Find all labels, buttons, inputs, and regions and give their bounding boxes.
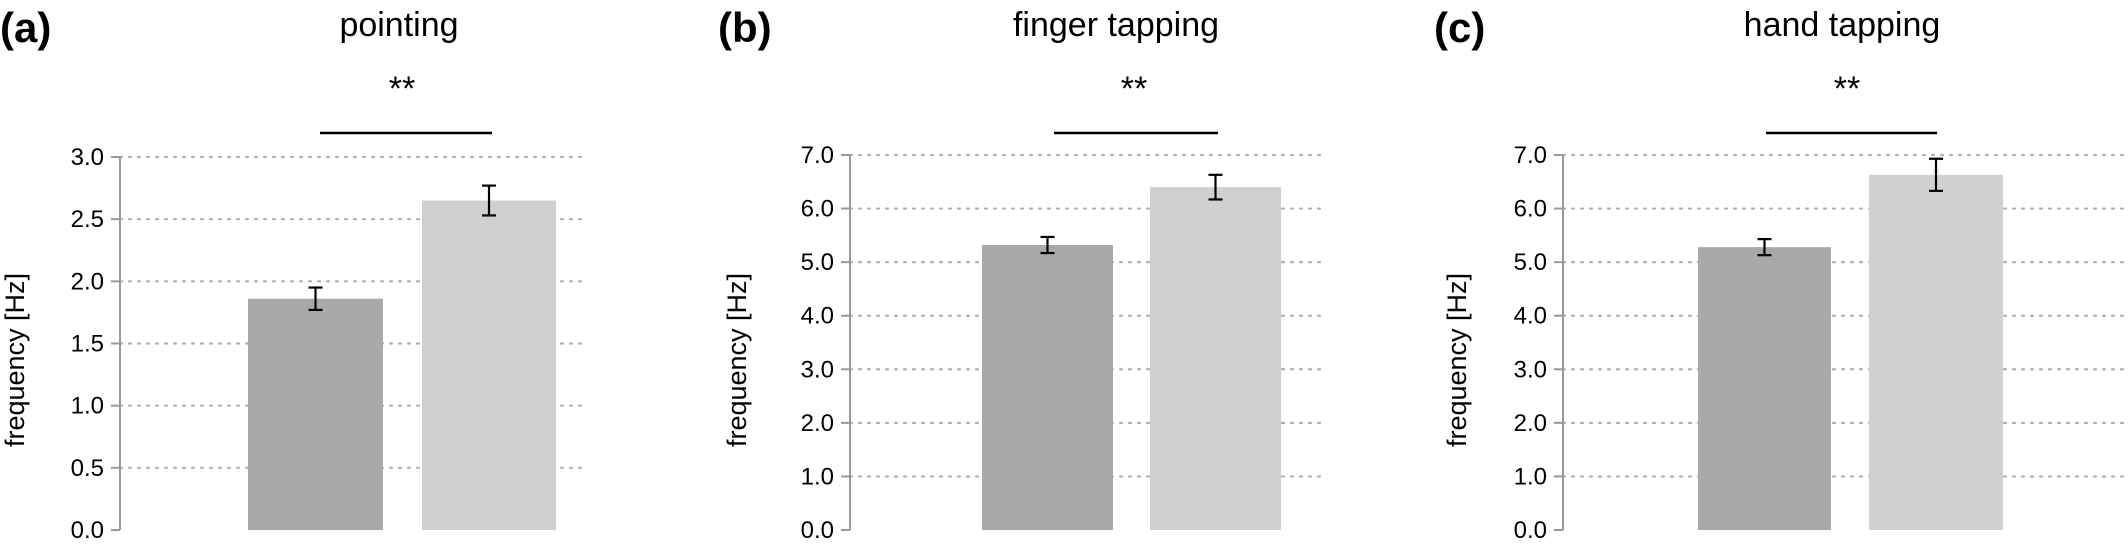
y-tick-label: 5.0: [1514, 249, 1547, 276]
y-tick-label: 2.0: [71, 268, 104, 295]
y-tick-label: 5.0: [801, 249, 834, 276]
y-axis-label: frequency [Hz]: [1442, 273, 1472, 447]
significance-marker: **: [389, 70, 415, 108]
y-tick-label: 3.0: [801, 356, 834, 383]
y-tick-label: 0.5: [71, 455, 104, 482]
bars: [1698, 174, 2003, 531]
y-tick-label: 7.0: [801, 142, 834, 169]
panel-a: (a) pointing ** frequency [Hz] 0.0 0.5 1.0…: [0, 4, 590, 544]
y-tick-label: 0.0: [801, 517, 834, 544]
bar: [1869, 174, 2003, 531]
y-tick-label: 1.0: [801, 463, 834, 490]
bar: [1698, 247, 1831, 530]
chart-title: finger tapping: [1013, 6, 1219, 44]
y-ticks: 0.0 1.0 2.0 3.0 4.0 5.0 6.0 7.0: [801, 142, 850, 544]
y-tick-label: 3.0: [1514, 356, 1547, 383]
chart-title: pointing: [339, 6, 458, 44]
y-tick-label: 2.0: [801, 410, 834, 437]
y-tick-label: 3.0: [71, 144, 104, 171]
y-tick-label: 1.0: [1514, 463, 1547, 490]
grid: [1561, 153, 2128, 478]
significance-marker: **: [1834, 70, 1860, 108]
y-tick-label: 4.0: [1514, 303, 1547, 330]
y-tick-label: 6.0: [801, 196, 834, 223]
panel-label: (c): [1434, 4, 1485, 51]
y-tick-label: 6.0: [1514, 196, 1547, 223]
y-tick-label: 4.0: [801, 303, 834, 330]
bar: [982, 245, 1113, 530]
panel-c: (c) hand tapping ** frequency [Hz] 0.0 1.…: [1434, 4, 2128, 544]
y-ticks: 0.0 1.0 2.0 3.0 4.0 5.0 6.0 7.0: [1514, 142, 1563, 544]
panel-label: (a): [0, 4, 51, 51]
y-axis-label: frequency [Hz]: [722, 273, 752, 447]
bar: [422, 200, 556, 530]
error-bars: [308, 184, 496, 312]
panel-label: (b): [718, 4, 772, 51]
y-tick-label: 7.0: [1514, 142, 1547, 169]
y-tick-label: 2.5: [71, 206, 104, 233]
significance-marker: **: [1121, 70, 1147, 108]
error-bars: [1757, 157, 1943, 257]
y-axis-label: frequency [Hz]: [0, 273, 30, 447]
bars: [248, 200, 556, 530]
y-tick-label: 1.5: [71, 331, 104, 358]
y-tick-label: 2.0: [1514, 410, 1547, 437]
y-tick-label: 1.0: [71, 393, 104, 420]
y-tick-label: 0.0: [71, 517, 104, 544]
bar: [1150, 187, 1281, 530]
panel-b: (b) finger tapping ** frequency [Hz] 0.0…: [718, 4, 1322, 544]
y-ticks: 0.0 0.5 1.0 1.5 2.0 2.5 3.0: [71, 144, 120, 544]
bar: [248, 298, 383, 530]
y-tick-label: 0.0: [1514, 517, 1547, 544]
chart-title: hand tapping: [1744, 6, 1941, 44]
error-bars: [1040, 173, 1223, 255]
bars: [982, 187, 1281, 530]
